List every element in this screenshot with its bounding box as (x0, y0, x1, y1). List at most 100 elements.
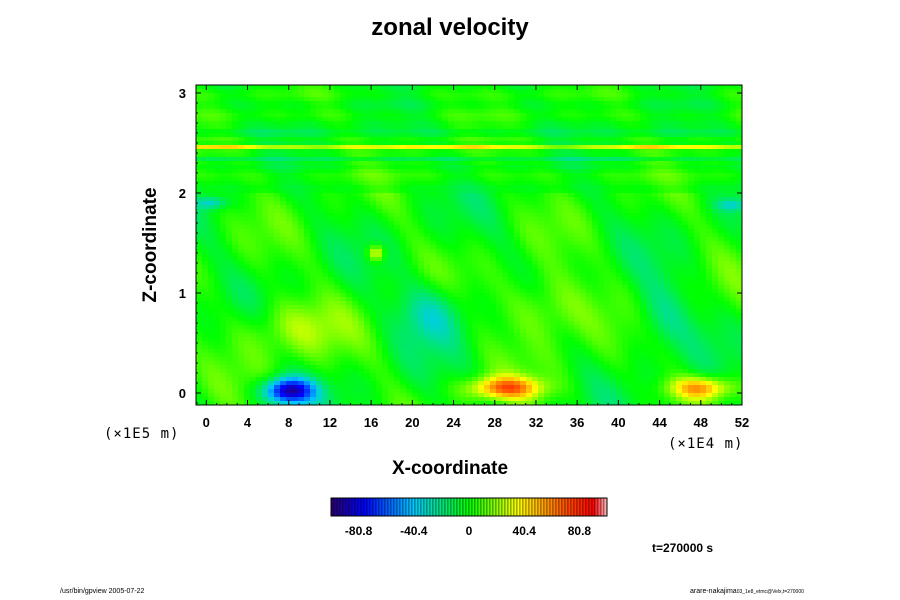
heatmap-cell (256, 117, 263, 122)
heatmap-cell (298, 213, 305, 218)
heatmap-cell (370, 129, 377, 134)
heatmap-cell (388, 169, 395, 174)
heatmap-cell (682, 153, 689, 158)
heatmap-cell (622, 109, 629, 114)
heatmap-cell (724, 185, 731, 190)
heatmap-cell (682, 97, 689, 102)
heatmap-cell (388, 221, 395, 226)
heatmap-cell (640, 105, 647, 110)
heatmap-cell (340, 121, 347, 126)
heatmap-cell (250, 109, 257, 114)
heatmap-cell (268, 301, 275, 306)
heatmap-cell (700, 141, 707, 146)
heatmap-cell (238, 177, 245, 182)
heatmap-cell (640, 225, 647, 230)
heatmap-cell (256, 105, 263, 110)
heatmap-cell (400, 177, 407, 182)
heatmap-cell (658, 281, 665, 286)
heatmap-cell (466, 257, 473, 262)
heatmap-cell (712, 85, 719, 90)
heatmap-cell (550, 149, 557, 154)
heatmap-cell (646, 85, 653, 90)
heatmap-cell (280, 161, 287, 166)
heatmap-cell (652, 85, 659, 90)
heatmap-cell (436, 241, 443, 246)
heatmap-cell (274, 229, 281, 234)
heatmap-cell (670, 165, 677, 170)
heatmap-cell (370, 97, 377, 102)
heatmap-cell (376, 193, 383, 198)
heatmap-cell (394, 137, 401, 142)
heatmap-cell (418, 241, 425, 246)
heatmap-cell (598, 201, 605, 206)
heatmap-cell (298, 229, 305, 234)
heatmap-cell (466, 201, 473, 206)
heatmap-cell (262, 233, 269, 238)
heatmap-cell (304, 101, 311, 106)
heatmap-cell (226, 197, 233, 202)
heatmap-cell (346, 101, 353, 106)
heatmap-cell (226, 161, 233, 166)
heatmap-cell (484, 117, 491, 122)
heatmap-cell (310, 281, 317, 286)
heatmap-cell (394, 153, 401, 158)
heatmap-cell (358, 253, 365, 258)
heatmap-cell (610, 101, 617, 106)
heatmap-cell (322, 261, 329, 266)
heatmap-cell (664, 89, 671, 94)
heatmap-cell (634, 141, 641, 146)
heatmap-cell (556, 193, 563, 198)
heatmap-cell (310, 125, 317, 130)
heatmap-cell (502, 149, 509, 154)
heatmap-cell (334, 189, 341, 194)
heatmap-cell (352, 213, 359, 218)
heatmap-cell (478, 301, 485, 306)
heatmap-cell (376, 277, 383, 282)
heatmap-cell (418, 245, 425, 250)
heatmap-cell (580, 269, 587, 274)
heatmap-cell (286, 101, 293, 106)
heatmap-cell (706, 109, 713, 114)
heatmap-cell (568, 269, 575, 274)
heatmap-cell (682, 253, 689, 258)
heatmap-cell (304, 113, 311, 118)
heatmap-cell (658, 229, 665, 234)
heatmap-cell (646, 241, 653, 246)
heatmap-cell (598, 289, 605, 294)
heatmap-cell (358, 173, 365, 178)
heatmap-cell (736, 137, 742, 142)
heatmap-cell (244, 253, 251, 258)
heatmap-cell (406, 189, 413, 194)
heatmap-cell (448, 269, 455, 274)
heatmap-cell (556, 297, 563, 302)
heatmap-cell (286, 289, 293, 294)
heatmap-cell (562, 85, 569, 90)
heatmap-cell (586, 141, 593, 146)
heatmap-cell (442, 113, 449, 118)
heatmap-cell (700, 129, 707, 134)
heatmap-cell (592, 281, 599, 286)
heatmap-cell (580, 273, 587, 278)
heatmap-cell (328, 277, 335, 282)
heatmap-cell (346, 209, 353, 214)
heatmap-cell (586, 225, 593, 230)
heatmap-cell (718, 273, 725, 278)
heatmap-cell (394, 117, 401, 122)
heatmap-cell (400, 105, 407, 110)
heatmap-cell (484, 85, 491, 90)
heatmap-cell (634, 101, 641, 106)
heatmap-cell (550, 269, 557, 274)
heatmap-cell (346, 141, 353, 146)
heatmap-cell (634, 261, 641, 266)
heatmap-cell (322, 221, 329, 226)
heatmap-cell (202, 149, 209, 154)
heatmap-cell (232, 185, 239, 190)
heatmap-cell (244, 177, 251, 182)
heatmap-cell (574, 253, 581, 258)
heatmap-cell (460, 97, 467, 102)
heatmap-cell (238, 141, 245, 146)
heatmap-cell (634, 113, 641, 118)
heatmap-cell (334, 225, 341, 230)
heatmap-cell (424, 197, 431, 202)
heatmap-cell (322, 209, 329, 214)
